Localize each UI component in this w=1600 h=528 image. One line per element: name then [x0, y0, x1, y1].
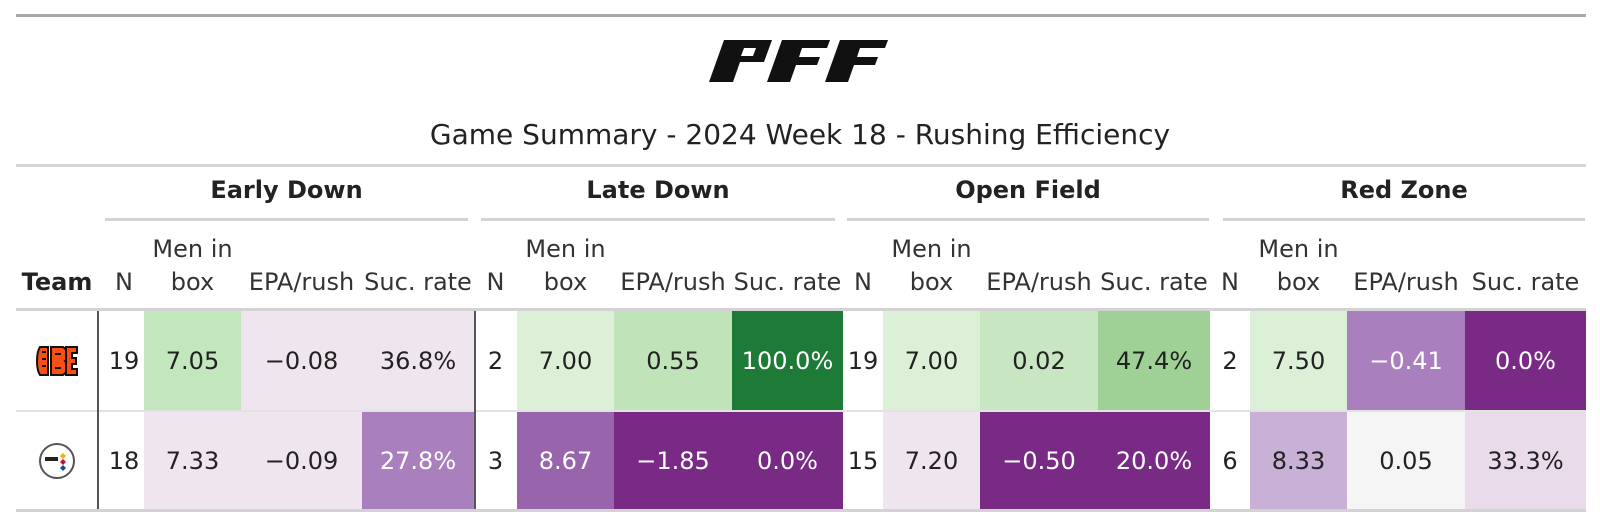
bottom-rule: [16, 509, 1586, 512]
col-early-down-epa: EPA/rush: [248, 268, 355, 296]
col-open-field-epa: EPA/rush: [986, 268, 1092, 296]
cell-r0-late-down-n: 2: [474, 311, 517, 410]
cell-r0-early-down-men: 7.05: [144, 311, 241, 410]
col-open-field-suc: Suc. rate: [1100, 268, 1208, 296]
header-rule: [16, 308, 1586, 311]
cell-r1-early-down-men: 7.33: [144, 412, 241, 509]
divider-early-late: [474, 311, 476, 509]
title-rule: [16, 164, 1586, 167]
col-red-zone-men-in-box-line2: box: [1276, 268, 1321, 296]
col-late-down-suc: Suc. rate: [733, 268, 842, 296]
col-open-field-men-in-box-line2: box: [909, 268, 954, 296]
col-late-down-men-in-box-line1: Men in: [525, 235, 606, 263]
team-cell-steelers: [16, 412, 98, 509]
cell-r1-open-field-n: 15: [843, 412, 883, 509]
cell-r0-open-field-suc: 47.4%: [1098, 311, 1210, 410]
cell-r1-red-zone-n: 6: [1210, 412, 1250, 509]
divider-team: [97, 311, 99, 509]
cell-r0-early-down-suc: 36.8%: [362, 311, 474, 410]
cell-r0-early-down-epa: −0.08: [241, 311, 362, 410]
team-cell-bengals: [16, 311, 98, 410]
col-late-down-n: N: [486, 268, 505, 296]
group-early-down-rule: [105, 218, 468, 221]
cell-r1-late-down-suc: 0.0%: [732, 412, 843, 509]
cell-r0-late-down-epa: 0.55: [614, 311, 732, 410]
cell-r1-open-field-epa: −0.50: [980, 412, 1098, 509]
cell-r1-early-down-n: 18: [104, 412, 144, 509]
col-late-down-epa: EPA/rush: [620, 268, 726, 296]
cell-r0-red-zone-suc: 0.0%: [1465, 311, 1586, 410]
col-open-field-n: N: [854, 268, 872, 296]
cell-r1-late-down-n: 3: [474, 412, 517, 509]
cell-r1-early-down-epa: −0.09: [241, 412, 362, 509]
cell-r0-early-down-n: 19: [104, 311, 144, 410]
cell-r1-late-down-men: 8.67: [517, 412, 614, 509]
col-early-down-suc: Suc. rate: [364, 268, 472, 296]
cell-r1-red-zone-epa: 0.05: [1347, 412, 1465, 509]
cell-r0-red-zone-n: 2: [1210, 311, 1250, 410]
group-open-field-rule: [847, 218, 1209, 221]
steelers-logo-icon: [39, 442, 75, 479]
col-early-down-n: N: [115, 268, 133, 296]
cell-r1-late-down-epa: −1.85: [614, 412, 732, 509]
cell-r0-late-down-suc: 100.0%: [732, 311, 843, 410]
col-team: Team: [21, 268, 93, 296]
col-open-field-men-in-box-line1: Men in: [891, 235, 972, 263]
col-early-down-men-in-box-line1: Men in: [152, 235, 233, 263]
table-title: Game Summary - 2024 Week 18 - Rushing Ef…: [429, 118, 1171, 151]
col-late-down-men-in-box-line2: box: [543, 268, 588, 296]
col-red-zone-n: N: [1221, 268, 1239, 296]
col-red-zone-men-in-box-line1: Men in: [1258, 235, 1339, 263]
cell-r0-red-zone-epa: −0.41: [1347, 311, 1465, 410]
cell-r1-red-zone-men: 8.33: [1250, 412, 1347, 509]
group-open-field: Open Field: [955, 176, 1101, 204]
top-rule: [16, 14, 1586, 17]
col-early-down-men-in-box-line2: box: [170, 268, 215, 296]
cell-r0-open-field-men: 7.00: [883, 311, 980, 410]
group-early-down: Early Down: [210, 176, 363, 204]
cell-r0-open-field-epa: 0.02: [980, 311, 1098, 410]
pff-logo: [709, 40, 888, 82]
group-red-zone: Red Zone: [1340, 176, 1468, 204]
cell-r1-open-field-men: 7.20: [883, 412, 980, 509]
cell-r0-red-zone-men: 7.50: [1250, 311, 1347, 410]
row-rule: [16, 410, 1586, 412]
cell-r0-open-field-n: 19: [843, 311, 883, 410]
group-late-down-rule: [481, 218, 835, 221]
cell-r0-late-down-men: 7.00: [517, 311, 614, 410]
cell-r1-early-down-suc: 27.8%: [362, 412, 474, 509]
bengals-logo-icon: [36, 345, 78, 376]
col-red-zone-epa: EPA/rush: [1353, 268, 1459, 296]
group-late-down: Late Down: [586, 176, 730, 204]
cell-r1-open-field-suc: 20.0%: [1098, 412, 1210, 509]
col-red-zone-suc: Suc. rate: [1471, 268, 1580, 296]
cell-r1-red-zone-suc: 33.3%: [1465, 412, 1586, 509]
group-red-zone-rule: [1223, 218, 1585, 221]
